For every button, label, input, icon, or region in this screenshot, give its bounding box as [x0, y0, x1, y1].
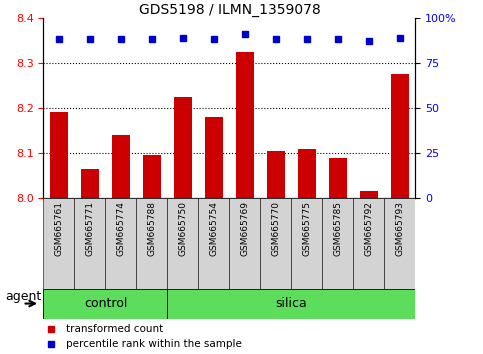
Bar	[328, 158, 347, 198]
Text: GSM665761: GSM665761	[55, 201, 63, 256]
Bar	[168, 289, 415, 319]
Bar	[137, 198, 168, 289]
Text: silica: silica	[275, 297, 307, 310]
Bar	[50, 113, 68, 198]
Bar	[267, 151, 285, 198]
Bar	[236, 52, 254, 198]
Bar	[142, 155, 161, 198]
Bar	[43, 198, 74, 289]
Text: agent: agent	[5, 290, 41, 303]
Bar	[168, 198, 199, 289]
Bar	[174, 97, 192, 198]
Text: GSM665771: GSM665771	[85, 201, 95, 256]
Title: GDS5198 / ILMN_1359078: GDS5198 / ILMN_1359078	[139, 3, 320, 17]
Bar	[199, 198, 229, 289]
Text: control: control	[84, 297, 127, 310]
Bar	[291, 198, 323, 289]
Text: GSM665774: GSM665774	[116, 201, 126, 256]
Bar	[105, 198, 137, 289]
Text: GSM665788: GSM665788	[147, 201, 156, 256]
Text: GSM665750: GSM665750	[178, 201, 187, 256]
Bar	[359, 192, 378, 198]
Bar	[112, 135, 130, 198]
Text: percentile rank within the sample: percentile rank within the sample	[66, 339, 242, 349]
Text: GSM665770: GSM665770	[271, 201, 281, 256]
Bar	[205, 117, 223, 198]
Text: GSM665775: GSM665775	[302, 201, 312, 256]
Bar	[74, 198, 105, 289]
Text: GSM665785: GSM665785	[333, 201, 342, 256]
Bar	[384, 198, 415, 289]
Bar	[81, 169, 99, 198]
Bar	[323, 198, 354, 289]
Bar	[298, 149, 316, 198]
Bar	[391, 74, 409, 198]
Text: GSM665792: GSM665792	[364, 201, 373, 256]
Bar	[354, 198, 384, 289]
Bar	[229, 198, 260, 289]
Bar	[43, 289, 168, 319]
Bar	[260, 198, 291, 289]
Text: transformed count: transformed count	[66, 324, 163, 333]
Text: GSM665793: GSM665793	[396, 201, 404, 256]
Text: GSM665769: GSM665769	[241, 201, 249, 256]
Text: GSM665754: GSM665754	[210, 201, 218, 256]
